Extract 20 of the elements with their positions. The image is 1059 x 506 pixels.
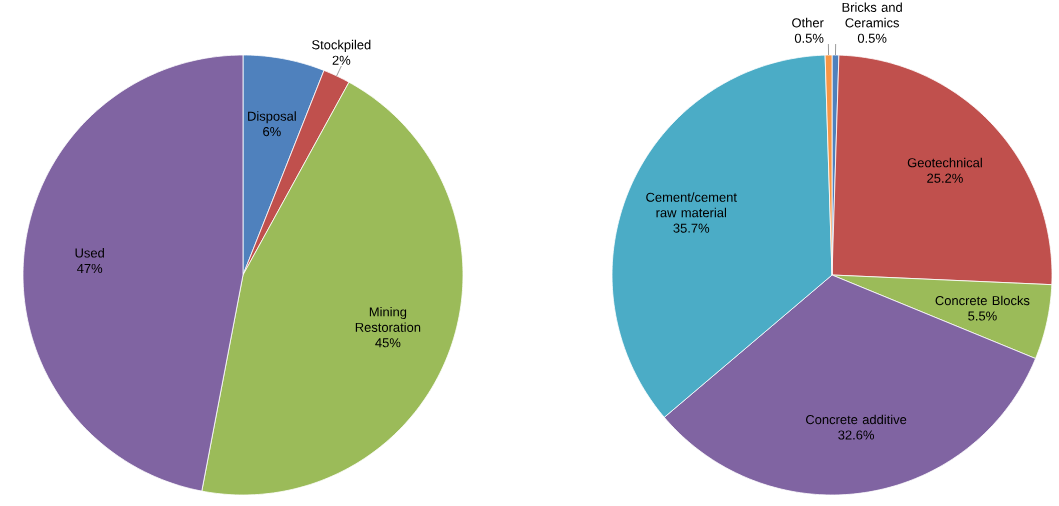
slice-label: Cement/cement raw material: [646, 192, 737, 218]
data-label: 35.7%: [673, 223, 710, 233]
slice-label: Stockpiled: [312, 39, 371, 52]
slice-label: Geotechnical: [907, 157, 982, 168]
data-label: 5.5%: [968, 311, 997, 321]
data-label: 0.5%: [857, 33, 887, 43]
data-label: 0.5%: [794, 33, 824, 43]
slice-label: Disposal: [248, 111, 296, 124]
data-label: 25.2%: [927, 173, 963, 183]
slice-label: Mining Restoration: [355, 306, 421, 332]
slice-label: Concrete additive: [806, 414, 907, 425]
data-label: 6%: [263, 127, 281, 137]
data-label: 32.6%: [838, 430, 875, 440]
data-label: 2%: [332, 55, 351, 65]
slice-label: Used: [75, 248, 104, 258]
data-label: 47%: [77, 263, 103, 273]
slice-label: Bricks and Ceramics: [842, 2, 902, 28]
slice-label: Other: [792, 17, 824, 28]
data-label: 45%: [375, 338, 401, 348]
slice-label: Concrete Blocks: [935, 295, 1030, 306]
